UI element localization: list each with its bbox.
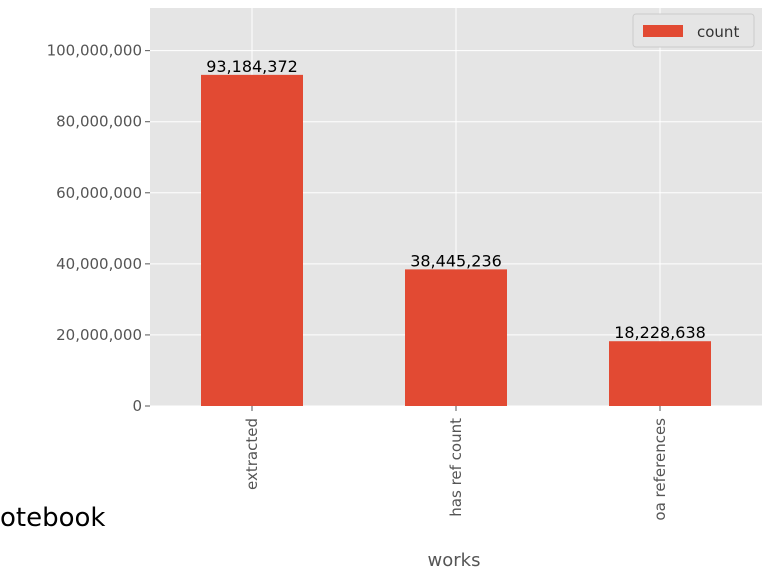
bar bbox=[201, 74, 303, 407]
legend: count bbox=[632, 13, 755, 48]
x-tick-label: oa references bbox=[651, 418, 669, 521]
y-tick-label: 20,000,000 bbox=[56, 326, 142, 344]
x-tick-label: has ref count bbox=[447, 418, 465, 517]
legend-label: count bbox=[697, 23, 739, 41]
bar-value-label: 38,445,236 bbox=[410, 251, 502, 270]
x-axis: extracted has ref count oa references bbox=[243, 406, 669, 521]
bar bbox=[609, 341, 711, 406]
data-labels: 93,184,372 38,445,236 18,228,638 bbox=[206, 57, 706, 342]
y-tick-label: 0 bbox=[132, 397, 142, 415]
x-axis-label: works bbox=[428, 550, 481, 571]
x-tick-label: extracted bbox=[243, 418, 261, 490]
bar-value-label: 18,228,638 bbox=[614, 323, 706, 342]
y-tick-label: 40,000,000 bbox=[56, 255, 142, 273]
legend-box bbox=[632, 13, 755, 48]
notebook-text-fragment: otebook bbox=[0, 503, 106, 533]
bar bbox=[405, 269, 507, 406]
y-axis: 0 20,000,000 40,000,000 60,000,000 80,000,00… bbox=[47, 42, 150, 415]
bars bbox=[201, 74, 711, 407]
bar-value-label: 93,184,372 bbox=[206, 57, 298, 76]
y-tick-label: 100,000,000 bbox=[47, 42, 142, 60]
legend-swatch bbox=[643, 25, 683, 37]
y-tick-label: 60,000,000 bbox=[56, 184, 142, 202]
y-tick-label: 80,000,000 bbox=[56, 113, 142, 131]
